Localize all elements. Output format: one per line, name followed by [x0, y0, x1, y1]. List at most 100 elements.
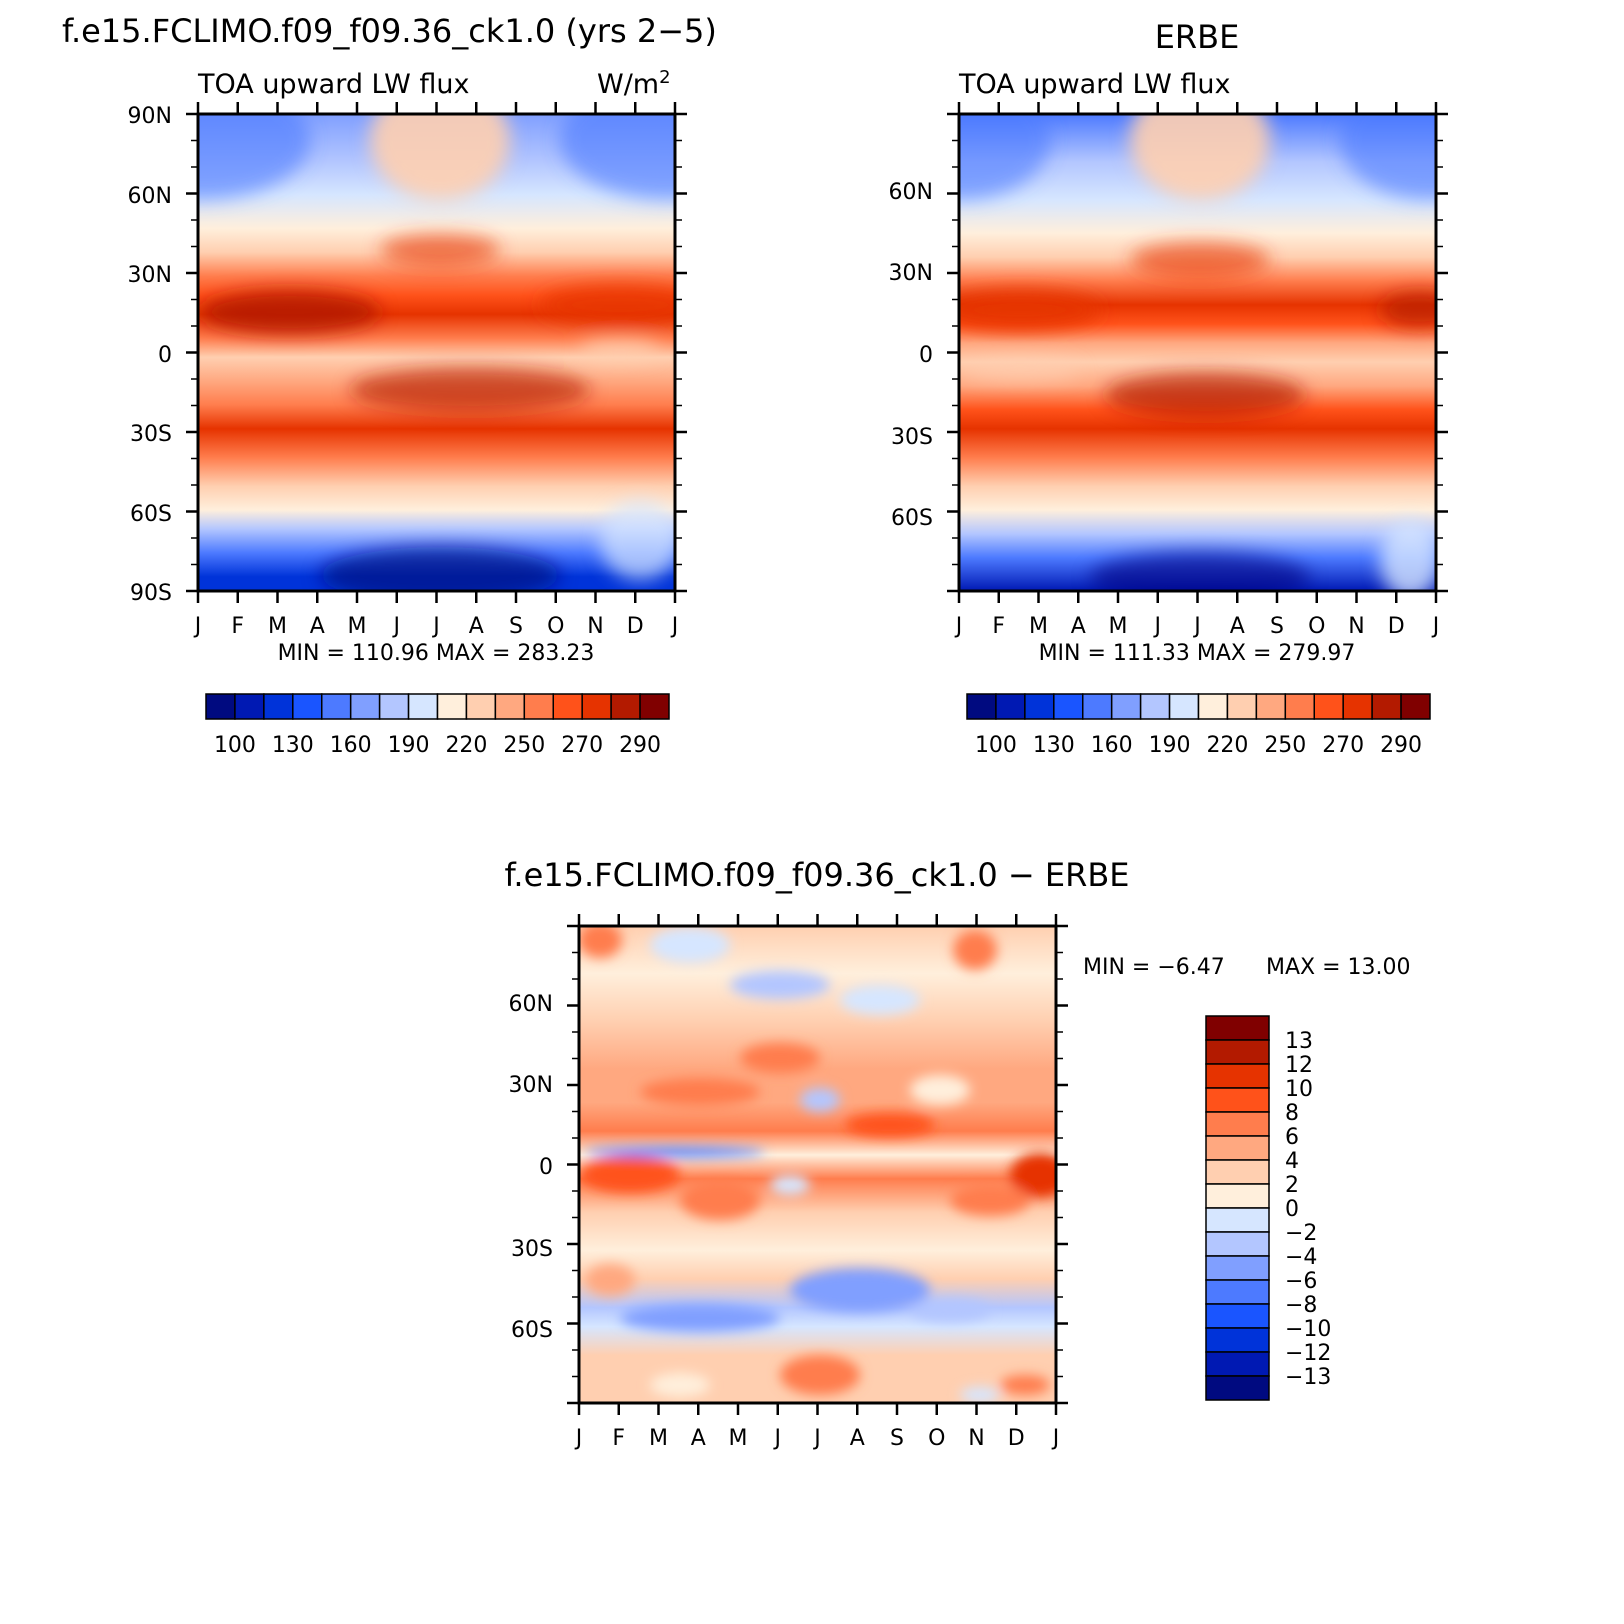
ytick-label: 90S [130, 581, 172, 606]
month-label: M [729, 1426, 748, 1451]
ytick-label: 30S [891, 425, 933, 450]
ytick-label: 30N [128, 263, 172, 288]
colorbar-box [1205, 1327, 1270, 1353]
month-label: A [469, 614, 484, 639]
colorbar-box [407, 693, 439, 720]
colorbar-label: 6 [1285, 1125, 1299, 1150]
colorbar-label: 8 [1285, 1101, 1299, 1126]
month-label: O [1308, 614, 1325, 639]
colorbar-label: 190 [1149, 733, 1191, 758]
colorbar-box [1139, 693, 1171, 720]
month-label: M [1029, 614, 1048, 639]
colorbar-label: −2 [1285, 1221, 1317, 1246]
month-label: F [231, 614, 244, 639]
colorbar-box [1053, 693, 1084, 720]
month-label: A [310, 614, 325, 639]
colorbar-label: 250 [503, 733, 545, 758]
colorbar-box [1082, 693, 1113, 720]
month-label: S [890, 1426, 904, 1451]
month-label: A [850, 1426, 865, 1451]
colorbar-box [1313, 693, 1344, 720]
colorbar-label: −6 [1285, 1269, 1317, 1294]
erbe-axis-ticks [947, 102, 1448, 603]
month-label: J [1051, 1426, 1060, 1451]
model-panel-units: W/m2 [597, 67, 671, 100]
month-label: S [1270, 614, 1284, 639]
erbe-colorbar: 100 130 160 190 220 250 270 290 [966, 693, 1431, 758]
month-label: J [954, 614, 963, 639]
colorbar-box [1205, 1303, 1270, 1329]
ytick-label: 30S [511, 1237, 553, 1262]
ytick-label: 60S [130, 502, 172, 527]
model-y-axis-labels: 90N 60N 30N 0 30S 60S 90S [128, 104, 172, 606]
erbe-contour-field [959, 114, 1436, 591]
colorbar-box [523, 693, 554, 720]
ytick-label: 90N [128, 104, 172, 129]
erbe-min-max: MIN = 111.33 MAX = 279.97 [1039, 641, 1356, 666]
model-panel-title: f.e15.FCLIMO.f09_f09.36_ck1.0 (yrs 2−5) [62, 12, 717, 50]
model-panel-subtitle: TOA upward LW flux [197, 69, 470, 100]
colorbar-box [1110, 693, 1142, 720]
model-colorbar: 100 130 160 190 220 250 270 290 [205, 693, 670, 758]
colorbar-label: 190 [388, 733, 430, 758]
colorbar-box [966, 693, 997, 720]
units-text: W/m [597, 69, 659, 100]
colorbar-box [1205, 1255, 1270, 1281]
colorbar-box [1205, 1087, 1270, 1113]
month-label: J [431, 614, 440, 639]
colorbar-label: −10 [1285, 1317, 1331, 1342]
colorbar-label: 290 [619, 733, 661, 758]
month-label: J [574, 1426, 583, 1451]
colorbar-label: −13 [1285, 1365, 1331, 1390]
month-label: J [773, 1426, 782, 1451]
panel-model: f.e15.FCLIMO.f09_f09.36_ck1.0 (yrs 2−5) … [62, 12, 717, 758]
colorbar-box [1197, 693, 1229, 720]
colorbar-box [1205, 1351, 1270, 1377]
month-label: D [1388, 614, 1405, 639]
difference-min: MIN = −6.47 [1083, 955, 1225, 980]
ytick-label: 60S [511, 1318, 553, 1343]
colorbar-label: 12 [1285, 1053, 1313, 1078]
model-min-max: MIN = 110.96 MAX = 283.23 [278, 641, 595, 666]
colorbar-box [1342, 693, 1373, 720]
colorbar-box [349, 693, 381, 720]
erbe-y-axis-labels: 60N 30N 0 30S 60S [889, 180, 933, 531]
month-label: O [547, 614, 564, 639]
colorbar-box [1205, 1135, 1270, 1161]
erbe-panel-title: ERBE [1155, 18, 1240, 56]
colorbar-box [378, 693, 410, 720]
colorbar-label: 220 [445, 733, 487, 758]
colorbar-label: 130 [1033, 733, 1075, 758]
colorbar-box [1205, 1183, 1270, 1209]
month-label: J [1153, 614, 1162, 639]
colorbar-box [1205, 1159, 1270, 1185]
colorbar-label: 100 [214, 733, 256, 758]
colorbar-box [1205, 1111, 1270, 1137]
colorbar-box [436, 693, 468, 720]
colorbar-box [234, 693, 265, 720]
colorbar-box [494, 693, 526, 720]
colorbar-label: 250 [1264, 733, 1306, 758]
colorbar-box [321, 693, 352, 720]
colorbar-label: 10 [1285, 1077, 1313, 1102]
colorbar-box [1168, 693, 1200, 720]
colorbar-label: 160 [330, 733, 372, 758]
units-superscript: 2 [659, 67, 670, 88]
month-label: F [992, 614, 1005, 639]
colorbar-box [292, 693, 323, 720]
colorbar-label: 290 [1380, 733, 1422, 758]
difference-max: MAX = 13.00 [1266, 955, 1411, 980]
month-label: J [1192, 614, 1201, 639]
ytick-label: 0 [919, 343, 933, 368]
month-label: M [649, 1426, 668, 1451]
ytick-label: 0 [539, 1155, 553, 1180]
month-label: F [612, 1426, 625, 1451]
colorbar-label: −4 [1285, 1245, 1317, 1270]
ytick-label: 60N [889, 180, 933, 205]
colorbar-box [263, 693, 294, 720]
ytick-label: 30S [130, 422, 172, 447]
